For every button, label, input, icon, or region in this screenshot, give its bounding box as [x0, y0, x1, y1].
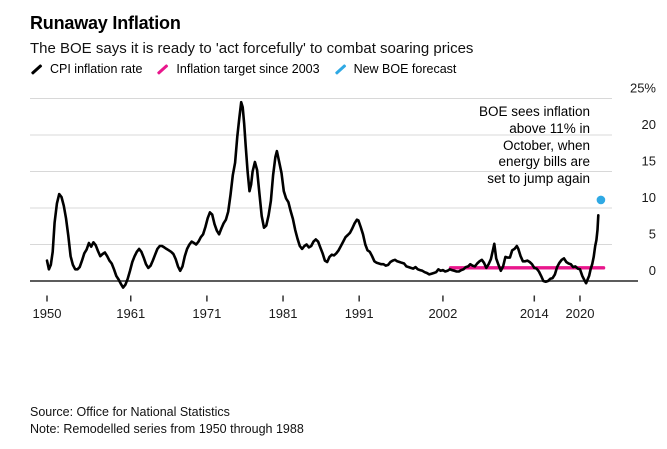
x-axis-label: 1961	[116, 306, 145, 321]
source-line: Source: Office for National Statistics	[30, 405, 230, 419]
note-line: Note: Remodelled series from 1950 throug…	[30, 422, 304, 436]
y-axis-label: 0	[649, 263, 656, 278]
boe-forecast-dot	[596, 195, 606, 205]
x-axis-label: 1971	[192, 306, 221, 321]
x-axis-label: 1981	[269, 306, 298, 321]
x-axis-label: 2002	[428, 306, 457, 321]
chart-title: Runaway Inflation	[30, 13, 181, 33]
x-axis-label: 1991	[345, 306, 374, 321]
y-axis-label: 20	[642, 117, 656, 132]
chart-canvas: 0 5 10 15 20 25% 1950 1961 1971 1981 1991 2002 2014 2…	[30, 81, 656, 321]
legend-item-target: Inflation target since 2003	[156, 62, 320, 76]
chart-header: Runaway Inflation The BOE says it is rea…	[30, 12, 640, 76]
chart-legend: CPI inflation rate Inflation target sinc…	[30, 62, 640, 76]
y-axis-label: 25%	[630, 81, 656, 96]
cpi-line	[45, 100, 600, 289]
chart-plot-area: 0 5 10 15 20 25% 1950 1961 1971 1981 1991 2002 2014 2…	[0, 78, 667, 333]
legend-item-cpi: CPI inflation rate	[30, 62, 142, 76]
black-slash-icon	[30, 63, 43, 75]
chart-footer: Source: Office for National Statistics N…	[30, 404, 304, 438]
blue-slash-icon	[334, 63, 346, 75]
x-axis-label: 2020	[566, 306, 595, 321]
legend-item-forecast: New BOE forecast	[334, 62, 457, 76]
legend-label-target: Inflation target since 2003	[176, 62, 320, 76]
y-axis-label: 15	[642, 154, 656, 169]
y-axis-label: 5	[649, 227, 656, 242]
legend-label-cpi: CPI inflation rate	[50, 62, 143, 76]
forecast-annotation: BOE sees inflation above 11% in October,…	[478, 104, 590, 187]
chart-subtitle: The BOE says it is ready to 'act forcefu…	[30, 40, 474, 57]
y-axis-label: 10	[642, 190, 656, 205]
legend-label-forecast: New BOE forecast	[353, 62, 457, 76]
x-axis-label: 2014	[520, 306, 549, 321]
x-axis-label: 1950	[33, 306, 62, 321]
magenta-slash-icon	[157, 63, 169, 75]
